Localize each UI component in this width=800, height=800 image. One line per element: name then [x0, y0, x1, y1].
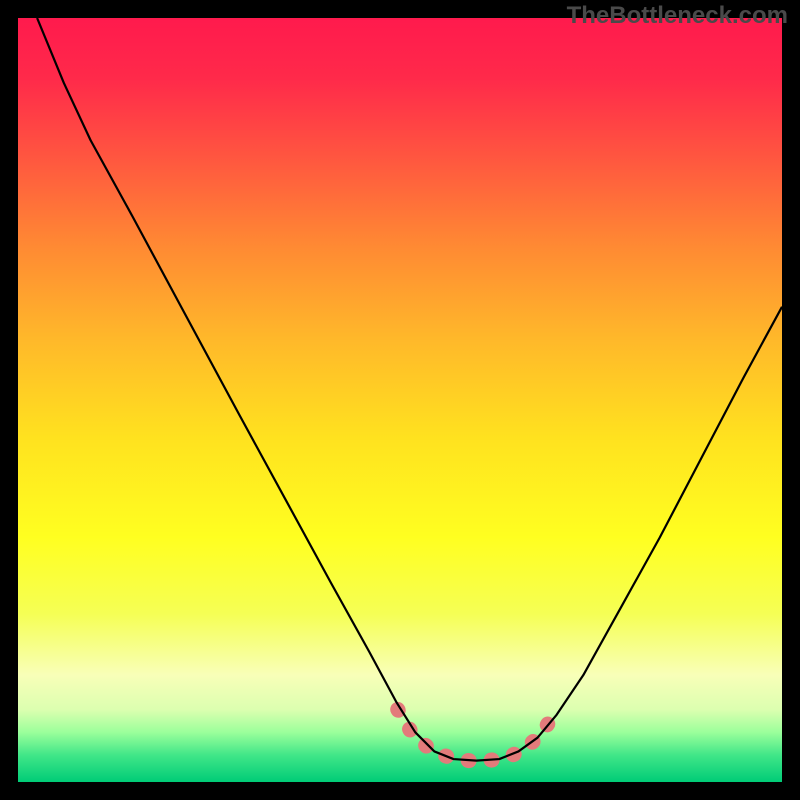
plot-area: [18, 18, 782, 782]
chart-container: TheBottleneck.com: [0, 0, 800, 800]
chart-svg: [18, 18, 782, 782]
watermark-text: TheBottleneck.com: [567, 2, 788, 30]
bottleneck-curve: [37, 18, 782, 761]
optimal-range-marker: [398, 709, 553, 760]
